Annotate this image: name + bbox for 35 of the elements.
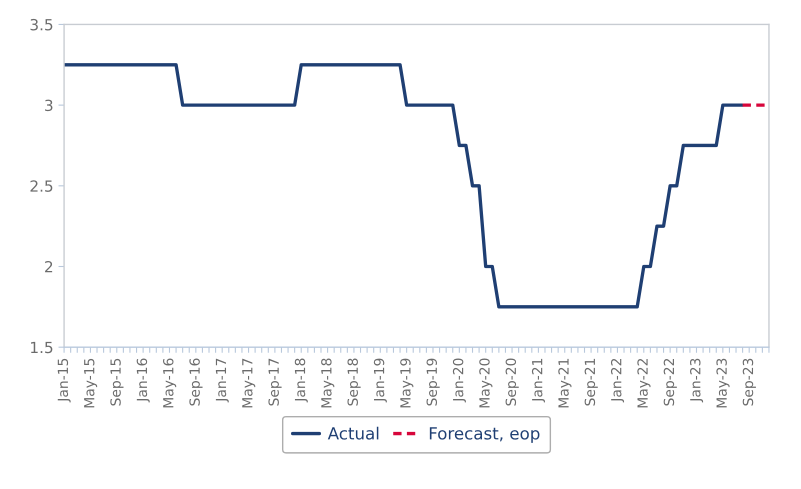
x-tick-label: Sep-23 bbox=[742, 358, 756, 406]
legend-label: Actual bbox=[328, 426, 378, 440]
x-tick-label: May-17 bbox=[242, 358, 256, 408]
y-tick-label: 2 bbox=[45, 260, 52, 272]
x-tick-label: May-23 bbox=[716, 358, 730, 408]
x-tick-label: Sep-17 bbox=[268, 358, 282, 406]
x-tick-label: Sep-22 bbox=[664, 359, 677, 406]
x-tick-label: May-22 bbox=[637, 359, 651, 408]
y-tick-label: 3.5 bbox=[30, 18, 52, 30]
line-series bbox=[64, 63, 744, 309]
x-tick-label: May-18 bbox=[321, 358, 334, 408]
x-tick-label: Sep-18 bbox=[347, 358, 361, 406]
x-tick-label: Sep-19 bbox=[426, 358, 440, 406]
y-tick-label: 1.5 bbox=[31, 342, 52, 354]
x-tick-label: Sep-20 bbox=[506, 358, 519, 406]
y-tick-label: 3 bbox=[45, 100, 52, 112]
x-tick-label: May-20 bbox=[479, 358, 492, 408]
x-tick-label: Jan-23 bbox=[690, 358, 704, 402]
x-tick-label: Jan-15 bbox=[58, 358, 71, 402]
x-tick-label: Sep-21 bbox=[584, 358, 598, 406]
x-tick-label: Jan-19 bbox=[374, 358, 387, 402]
x-tick-label: May-21 bbox=[558, 358, 572, 408]
x-tick-label: Jan-20 bbox=[452, 358, 466, 402]
x-tick-label: Jan-21 bbox=[532, 358, 546, 402]
x-tick-label: May-19 bbox=[400, 358, 414, 408]
y-tick-label: 2.5 bbox=[30, 180, 52, 192]
x-tick-label: Jan-22 bbox=[610, 359, 624, 402]
x-tick-label: May-15 bbox=[84, 358, 98, 408]
x-tick-label: May-16 bbox=[163, 358, 176, 408]
x-tick-label: Sep-16 bbox=[189, 358, 203, 406]
x-tick-label: Sep-15 bbox=[110, 358, 124, 406]
x-tick-label: Jan-17 bbox=[216, 358, 229, 402]
legend-label: Forecast, eop bbox=[430, 427, 540, 443]
x-tick-label: Jan-16 bbox=[136, 358, 150, 402]
x-tick-label: Jan-18 bbox=[294, 358, 308, 402]
